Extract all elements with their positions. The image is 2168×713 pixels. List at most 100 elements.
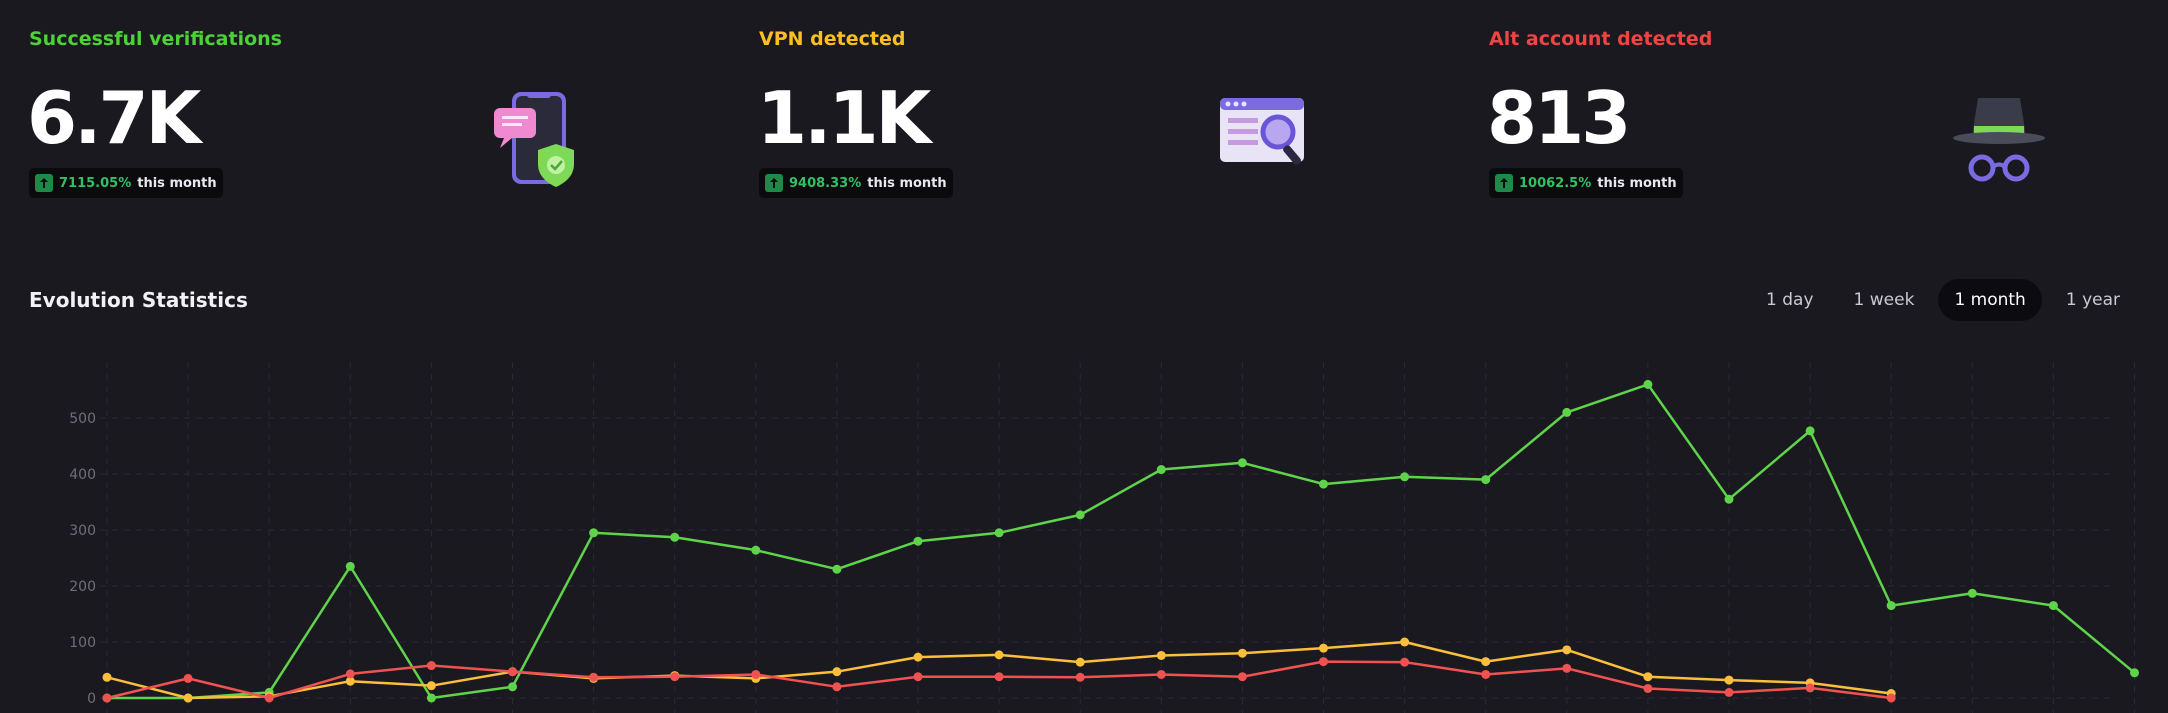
data-point [1562,645,1572,655]
data-point [183,693,193,703]
data-point [1481,657,1491,667]
series-line [107,383,2136,700]
data-point [913,652,923,662]
data-point [426,661,436,671]
data-point [751,669,761,679]
data-point [832,667,842,677]
spy-hat-glasses-icon [1950,92,2050,191]
data-point [2048,601,2058,611]
tab-1-month[interactable]: 1 month [1938,279,2042,321]
data-point [345,676,355,686]
data-point [1481,475,1491,485]
data-point [1237,648,1247,658]
data-point [508,667,517,677]
stat-change-badge: 7115.05% this month [29,168,223,198]
data-point [1319,657,1328,667]
data-point [670,672,680,682]
phone-shield-icon [490,88,590,197]
data-point [1643,683,1653,693]
data-point [508,682,517,692]
y-tick-label: 0 [87,691,96,707]
data-point [913,672,923,682]
stat-change-badge: 10062.5% this month [1489,168,1683,198]
stat-value: 1.1K [757,76,931,160]
data-point [426,693,436,703]
data-point [2130,668,2139,678]
data-point [1156,669,1166,679]
data-point [1724,675,1734,685]
y-tick-label: 400 [69,467,96,483]
stat-card-vpn: VPN detected 1.1K 9408.33% this month [730,0,1430,220]
data-point [1319,479,1328,489]
stat-change-period: this month [137,175,217,191]
data-point [1886,601,1896,611]
data-point [994,528,1004,538]
evolution-line-chart: 0 100 200 300 400 500 [69,362,2139,713]
data-point [1075,657,1085,667]
stat-change-percent: 10062.5% [1519,175,1592,191]
data-point [1400,472,1410,482]
data-point [1562,663,1572,673]
data-point [1156,465,1166,475]
stat-label: VPN detected [759,28,906,50]
data-point [1724,494,1734,504]
y-tick-label: 100 [69,635,96,651]
y-tick-label: 200 [69,579,96,595]
y-tick-label: 300 [69,523,96,539]
tab-1-day[interactable]: 1 day [1766,290,1814,310]
arrow-up-icon [1495,174,1513,192]
data-point [994,672,1004,682]
data-point [1237,458,1247,468]
data-point [1643,672,1653,682]
data-point [345,561,355,571]
data-point [832,564,842,574]
data-point [1075,672,1085,682]
stat-card-alt-account: Alt account detected 813 10062.5% this m… [1460,0,2160,220]
data-point [1156,650,1166,660]
data-point [102,693,112,703]
data-point [1237,672,1247,682]
stat-change-period: this month [867,175,947,191]
data-point [1805,683,1815,693]
data-point [1400,657,1410,667]
stat-value: 813 [1487,76,1631,160]
arrow-up-icon [35,174,53,192]
data-point [1643,379,1653,389]
data-point [832,682,842,692]
data-point [102,672,112,682]
stat-change-percent: 9408.33% [789,175,862,191]
data-point [345,669,355,679]
data-point [1562,407,1572,417]
data-point [1481,669,1491,679]
y-tick-label: 500 [69,411,96,427]
data-point [1724,687,1734,697]
data-point [426,681,436,691]
data-point [183,673,193,683]
data-point [1805,426,1815,436]
binary-magnifier-icon [1218,96,1328,180]
data-point [1319,643,1328,653]
data-point [589,672,599,682]
data-point [1400,637,1410,647]
tab-1-week[interactable]: 1 week [1853,290,1915,310]
data-point [1886,693,1896,703]
stat-value: 6.7K [27,76,201,160]
arrow-up-icon [765,174,783,192]
data-point [913,536,923,546]
data-point [1967,588,1977,598]
stat-change-percent: 7115.05% [59,175,132,191]
data-point [589,528,599,538]
stat-change-period: this month [1597,175,1677,191]
time-range-tabs: 1 day 1 week 1 month 1 year [1750,279,2136,321]
data-point [670,532,680,542]
data-point [994,650,1004,660]
stat-change-badge: 9408.33% this month [759,168,953,198]
data-point [751,545,761,555]
stat-label: Alt account detected [1489,28,1713,50]
data-point [1075,510,1085,520]
data-point [264,693,274,703]
tab-1-year[interactable]: 1 year [2065,290,2120,310]
section-title: Evolution Statistics [29,288,248,312]
stat-card-verifications: Successful verifications 6.7K 7115.05% t… [0,0,700,220]
stat-label: Successful verifications [29,28,282,50]
